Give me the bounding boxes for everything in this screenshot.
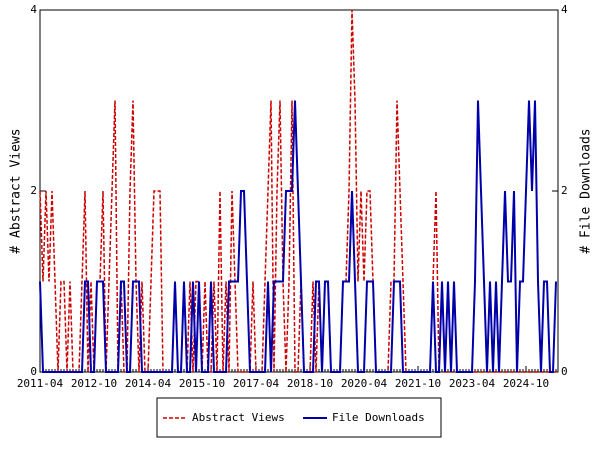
- series-line: [39, 100, 557, 373]
- y-tick-label: 4: [30, 3, 37, 16]
- x-tick-label: 2024-10: [503, 377, 549, 390]
- x-tick-label: 2021-10: [395, 377, 441, 390]
- legend-box: [156, 397, 442, 438]
- legend-label: File Downloads: [332, 411, 425, 424]
- x-tick-label: 2015-10: [179, 377, 225, 390]
- y-tick-label: 2: [30, 184, 37, 197]
- y2-axis-title: # File Downloads: [579, 128, 594, 253]
- x-tick-label: 2023-04: [449, 377, 496, 390]
- x-tick-label: 2014-04: [125, 377, 172, 390]
- y-tick-label: 0: [30, 365, 37, 378]
- y-axis-title: # Abstract Views: [9, 128, 24, 253]
- y2-tick-label: 0: [561, 365, 568, 378]
- y2-tick-label: 2: [561, 184, 568, 197]
- x-tick-label: 2017-04: [233, 377, 280, 390]
- legend-label: Abstract Views: [192, 411, 285, 424]
- x-tick-label: 2012-10: [71, 377, 117, 390]
- y2-tick-label: 4: [561, 3, 568, 16]
- x-tick-label: 2011-04: [17, 377, 64, 390]
- x-tick-label: 2018-10: [287, 377, 333, 390]
- x-tick-label: 2020-04: [341, 377, 388, 390]
